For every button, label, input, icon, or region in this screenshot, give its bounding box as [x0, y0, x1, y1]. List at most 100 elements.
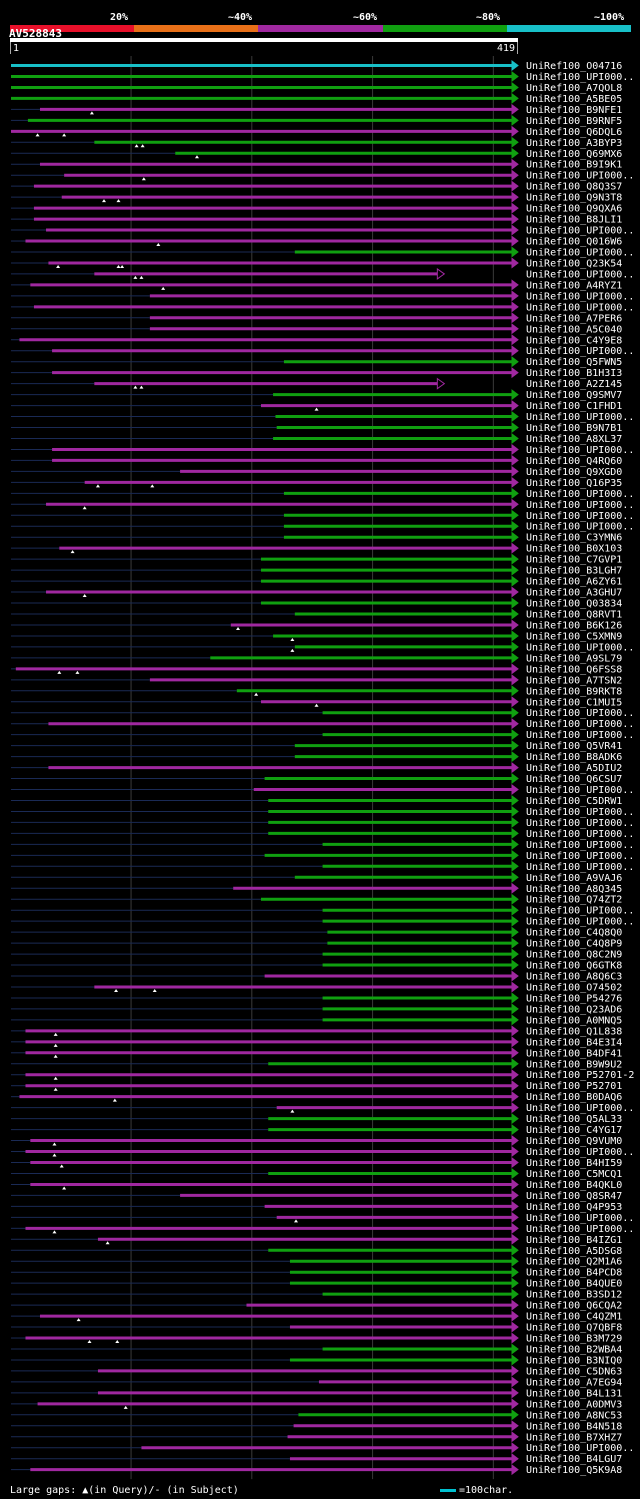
hit-row[interactable]: UniRef100_Q9QXA6 [11, 202, 622, 215]
hit-row[interactable]: UniRef100_UPI000.. [11, 1102, 634, 1114]
hit-label[interactable]: UniRef100_UPI000.. [526, 171, 634, 182]
hit-label[interactable]: UniRef100_A5DIU2 [526, 763, 622, 774]
hit-row[interactable]: UniRef100_Q9XGD0 [11, 465, 622, 478]
hit-label[interactable]: UniRef100_B3NIQ0 [526, 1355, 622, 1366]
hit-label[interactable]: UniRef100_UPI000.. [526, 708, 634, 719]
hit-label[interactable]: UniRef100_UPI000.. [526, 302, 634, 313]
hit-label[interactable]: UniRef100_UPI000.. [526, 247, 634, 258]
hit-label[interactable]: UniRef100_B0X103 [526, 544, 622, 555]
hit-label[interactable]: UniRef100_A7TSN2 [526, 675, 622, 686]
hit-label[interactable]: UniRef100_UPI000.. [526, 917, 634, 928]
hit-row[interactable]: UniRef100_B3LGH7 [11, 564, 622, 577]
hit-label[interactable]: UniRef100_Q5FWN5 [526, 357, 622, 368]
hit-label[interactable]: UniRef100_Q16P35 [526, 478, 622, 489]
hit-label[interactable]: UniRef100_B4DF41 [526, 1048, 622, 1059]
hit-label[interactable]: UniRef100_Q9QXA6 [526, 204, 622, 215]
hit-row[interactable]: UniRef100_Q8SR47 [11, 1189, 622, 1202]
hit-row[interactable]: UniRef100_A0MNQ5 [11, 1014, 622, 1026]
hit-label[interactable]: UniRef100_A3BYP3 [526, 138, 622, 149]
hit-row[interactable]: UniRef100_B9I9K1 [11, 158, 622, 171]
hit-row[interactable]: UniRef100_UPI000.. [11, 267, 634, 281]
hit-row[interactable]: UniRef100_B1H3I3 [11, 367, 622, 379]
hit-row[interactable]: UniRef100_Q9SMV7 [11, 389, 622, 401]
hit-row[interactable]: UniRef100_Q6CSU7 [11, 773, 622, 785]
hit-label[interactable]: UniRef100_UPI000.. [526, 489, 634, 500]
hit-label[interactable]: UniRef100_Q4P953 [526, 1202, 622, 1213]
hit-label[interactable]: UniRef100_C1FHD1 [526, 401, 622, 412]
hit-label[interactable]: UniRef100_B9RNF5 [526, 116, 622, 127]
hit-row[interactable]: UniRef100_B4L131 [11, 1387, 622, 1399]
hit-row[interactable]: UniRef100_UPI000.. [11, 246, 634, 258]
hit-row[interactable]: UniRef100_A7PER6 [11, 312, 622, 324]
hit-label[interactable]: UniRef100_O74502 [526, 982, 622, 993]
hit-label[interactable]: UniRef100_C3YMN6 [526, 533, 622, 544]
hit-row[interactable]: UniRef100_Q5FWN5 [11, 356, 622, 368]
hit-label[interactable]: UniRef100_C5DRW1 [526, 796, 622, 807]
hit-row[interactable]: UniRef100_Q1L838 [11, 1025, 622, 1037]
hit-row[interactable]: UniRef100_Q16P35 [11, 476, 622, 489]
hit-row[interactable]: UniRef100_UPI000.. [11, 290, 634, 302]
hit-row[interactable]: UniRef100_Q5VR41 [11, 740, 622, 752]
hit-row[interactable]: UniRef100_B4DF41 [11, 1047, 622, 1059]
hit-label[interactable]: UniRef100_Q03834 [526, 599, 622, 610]
hit-row[interactable]: UniRef100_A9SL79 [11, 652, 622, 664]
hit-row[interactable]: UniRef100_Q23K54 [11, 257, 622, 269]
hit-label[interactable]: UniRef100_UPI000.. [526, 72, 634, 83]
hit-label[interactable]: UniRef100_Q5VR41 [526, 741, 622, 752]
hit-row[interactable]: UniRef100_Q5K9A8 [11, 1464, 622, 1476]
hit-label[interactable]: UniRef100_UPI000.. [526, 1147, 634, 1158]
hit-label[interactable]: UniRef100_A7QOL8 [526, 83, 622, 94]
hit-label[interactable]: UniRef100_A6ZY61 [526, 577, 622, 588]
hit-row[interactable]: UniRef100_UPI000.. [11, 1211, 634, 1224]
hit-row[interactable]: UniRef100_B8ADK6 [11, 751, 622, 763]
hit-label[interactable]: UniRef100_Q8SR47 [526, 1191, 622, 1202]
hit-row[interactable]: UniRef100_UPI000.. [11, 498, 634, 511]
hit-label[interactable]: UniRef100_Q6CSU7 [526, 774, 622, 785]
hit-label[interactable]: UniRef100_A8Q6C3 [526, 972, 622, 983]
hit-label[interactable]: UniRef100_Q5AL33 [526, 1114, 622, 1125]
hit-row[interactable]: UniRef100_Q8C2N9 [11, 948, 622, 961]
hit-row[interactable]: UniRef100_B0DAQ6 [11, 1091, 622, 1103]
hit-row[interactable]: UniRef100_B9W9U2 [11, 1058, 622, 1070]
hit-row[interactable]: UniRef100_C4Q8Q0 [11, 926, 622, 939]
hit-label[interactable]: UniRef100_Q8RVT1 [526, 610, 622, 621]
hit-label[interactable]: UniRef100_Q9N3T8 [526, 193, 622, 204]
hit-row[interactable]: UniRef100_UPI000.. [11, 70, 634, 83]
hit-label[interactable]: UniRef100_B9N7B1 [526, 423, 622, 434]
hit-row[interactable]: UniRef100_UPI000.. [11, 487, 634, 500]
hit-row[interactable]: UniRef100_Q2M1A6 [11, 1255, 622, 1268]
hit-row[interactable]: UniRef100_UPI000.. [11, 509, 634, 522]
hit-label[interactable]: UniRef100_Q74ZT2 [526, 895, 622, 906]
hit-label[interactable]: UniRef100_A5BE05 [526, 94, 622, 105]
hit-row[interactable]: UniRef100_A0DMV3 [11, 1398, 622, 1410]
hit-row[interactable]: UniRef100_C5MCQ1 [11, 1167, 622, 1180]
hit-label[interactable]: UniRef100_A7EG94 [526, 1377, 622, 1388]
hit-label[interactable]: UniRef100_B4PCD8 [526, 1268, 622, 1279]
hit-label[interactable]: UniRef100_UPI000.. [526, 1443, 634, 1454]
hit-label[interactable]: UniRef100_UPI000.. [526, 719, 634, 730]
hit-label[interactable]: UniRef100_B8JLI1 [526, 215, 622, 226]
hit-label[interactable]: UniRef100_UPI000.. [526, 269, 634, 280]
hit-label[interactable]: UniRef100_UPI000.. [526, 511, 634, 522]
hit-row[interactable]: UniRef100_A5DIU2 [11, 762, 622, 774]
hit-row[interactable]: UniRef100_B4HI59 [11, 1157, 622, 1169]
hit-row[interactable]: UniRef100_Q6FSS8 [11, 663, 622, 675]
hit-row[interactable]: UniRef100_Q4RQ60 [11, 454, 622, 467]
hit-row[interactable]: UniRef100_Q5AL33 [11, 1113, 622, 1125]
hit-label[interactable]: UniRef100_Q9SMV7 [526, 390, 622, 401]
hit-row[interactable]: UniRef100_Q6GTK8 [11, 959, 622, 972]
hit-label[interactable]: UniRef100_UPI000.. [526, 906, 634, 917]
hit-label[interactable]: UniRef100_A9SL79 [526, 653, 622, 664]
hit-row[interactable]: UniRef100_B4LGU7 [11, 1453, 622, 1465]
hit-row[interactable]: UniRef100_A8Q345 [11, 882, 622, 895]
hit-row[interactable]: UniRef100_C4QZM1 [11, 1310, 622, 1323]
hit-label[interactable]: UniRef100_Q016W6 [526, 237, 622, 248]
hit-label[interactable]: UniRef100_C5MCQ1 [526, 1169, 622, 1180]
hit-label[interactable]: UniRef100_C4YG17 [526, 1125, 622, 1136]
hit-row[interactable]: UniRef100_A5DSG8 [11, 1244, 622, 1257]
hit-row[interactable]: UniRef100_Q9VUM0 [11, 1135, 622, 1147]
hit-label[interactable]: UniRef100_Q69MX6 [526, 149, 622, 160]
hit-label[interactable]: UniRef100_UPI000.. [526, 730, 634, 741]
hit-row[interactable]: UniRef100_Q6CQA2 [11, 1299, 622, 1312]
hit-label[interactable]: UniRef100_UPI000.. [526, 1103, 634, 1114]
